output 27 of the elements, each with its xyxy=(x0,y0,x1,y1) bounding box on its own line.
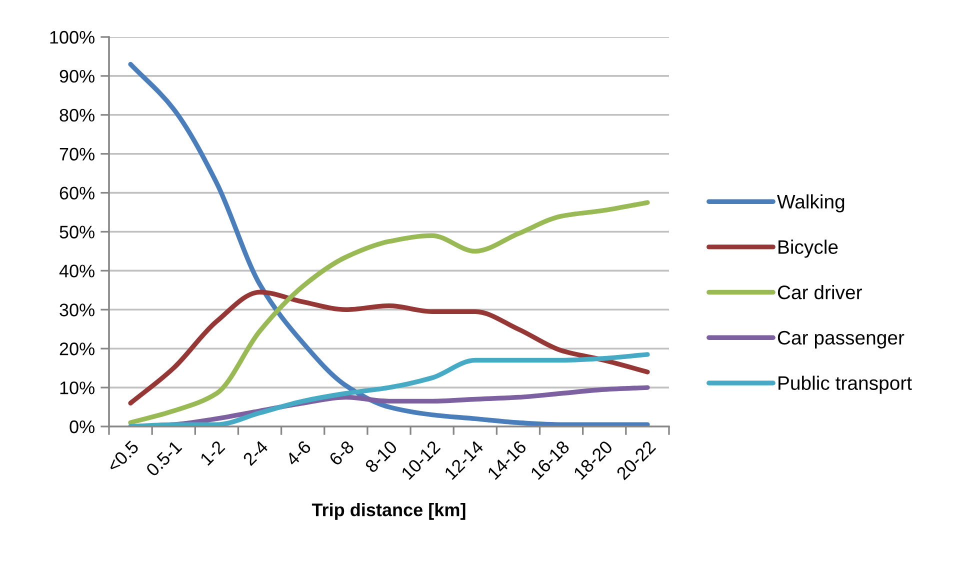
x-tick-label: 6-8 xyxy=(328,440,355,466)
y-tick-label: 0% xyxy=(70,420,94,434)
legend-label: Walking xyxy=(777,194,844,212)
line-series xyxy=(128,290,650,406)
x-tick-label: 4-6 xyxy=(285,440,312,467)
x-axis-title: Trip distance [km] xyxy=(312,502,466,520)
x-tick-label: <0.5 xyxy=(106,440,140,473)
legend-label: Bicycle xyxy=(778,240,838,258)
y-tick-label: 100% xyxy=(50,30,94,44)
x-tick-label: 2-4 xyxy=(242,440,269,466)
legend-label: Public transport xyxy=(778,376,912,394)
y-tick-label: 80% xyxy=(60,108,94,122)
line-series xyxy=(128,200,650,425)
y-tick-label: 30% xyxy=(60,304,94,316)
y-tick-label: 40% xyxy=(59,264,94,278)
legend-label: Car passenger xyxy=(778,330,904,348)
y-tick-label: 20% xyxy=(60,342,94,356)
line-series xyxy=(128,352,650,426)
y-tick-label: 50% xyxy=(60,226,94,238)
x-tick-label: 1-2 xyxy=(200,440,226,466)
y-tick-label: 10% xyxy=(60,381,94,394)
line-series xyxy=(128,62,650,426)
y-tick-label: 70% xyxy=(60,148,94,161)
y-tick-label: 60% xyxy=(60,186,94,200)
x-tick-label: 8-10 xyxy=(364,440,398,474)
y-tick-label: 90% xyxy=(60,70,94,83)
legend-label: Car driver xyxy=(778,285,862,300)
